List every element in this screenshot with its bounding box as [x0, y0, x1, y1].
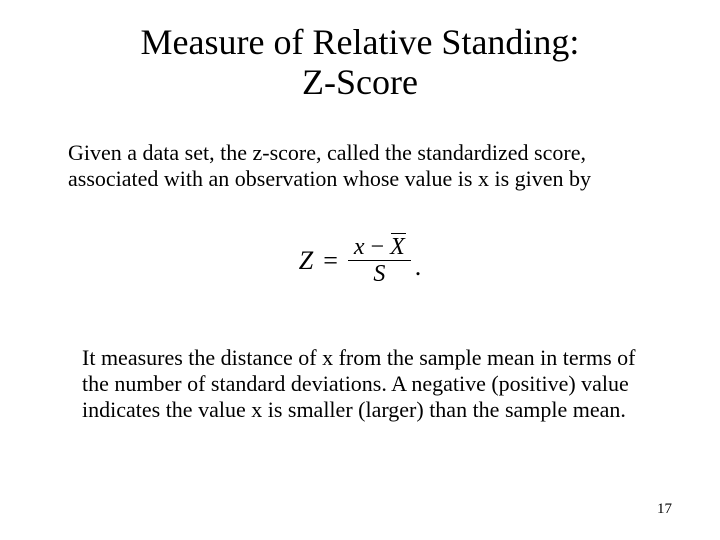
title-line-2: Z-Score — [302, 62, 418, 102]
intro-paragraph: Given a data set, the z-score, called th… — [68, 140, 658, 192]
slide-title: Measure of Relative Standing: Z-Score — [0, 22, 720, 103]
numerator-x: x — [354, 235, 365, 259]
zscore-formula: Z = x − X S . — [0, 235, 720, 286]
formula-period: . — [415, 252, 422, 286]
explanation-paragraph: It measures the distance of x from the s… — [82, 345, 652, 423]
slide: Measure of Relative Standing: Z-Score Gi… — [0, 0, 720, 540]
title-line-1: Measure of Relative Standing: — [141, 22, 580, 62]
overline-bar — [391, 233, 406, 234]
fraction: x − X S — [348, 235, 411, 286]
minus-sign: − — [371, 235, 385, 259]
x-bar: X — [390, 235, 405, 259]
numerator: x − X — [348, 235, 411, 261]
formula-lhs: Z — [299, 246, 313, 276]
equals-sign: = — [323, 246, 338, 276]
denominator: S — [373, 261, 385, 286]
page-number: 17 — [657, 501, 672, 518]
formula-inner: Z = x − X S . — [299, 235, 422, 286]
x-bar-letter: X — [390, 234, 405, 260]
